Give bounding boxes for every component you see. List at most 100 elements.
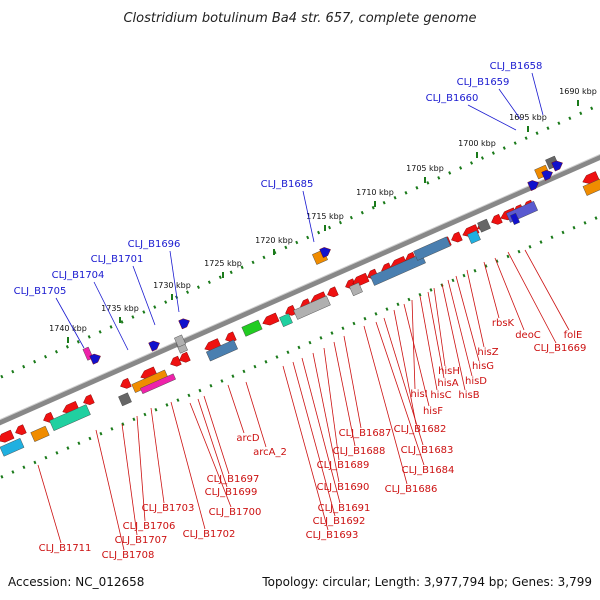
lower-gene-label: CLJ_B1707 xyxy=(115,535,168,546)
lower-gene-label: arcD xyxy=(236,433,260,444)
gene-feature-block xyxy=(49,404,91,432)
lower-leader-line xyxy=(170,401,206,530)
gene-feature-arrow xyxy=(179,351,191,363)
lower-gene-label: deoC xyxy=(515,330,541,341)
lower-leader-line xyxy=(411,299,416,390)
lower-leader-line xyxy=(150,407,165,504)
upper-leader-line xyxy=(531,72,544,116)
lower-leader-line xyxy=(466,269,485,348)
lower-gene-label: rbsK xyxy=(492,318,515,329)
upper-leader-line xyxy=(467,104,517,131)
upper-leader-line xyxy=(93,281,129,351)
gene-feature-block xyxy=(413,236,451,261)
gene-feature-arrow xyxy=(15,424,27,436)
kbp-label: 1700 kbp xyxy=(458,139,496,148)
map-title: Clostridium botulinum Ba4 str. 657, comp… xyxy=(123,11,476,26)
lower-gene-label: CLJ_B1690 xyxy=(317,482,370,493)
lower-leader-line xyxy=(403,303,430,407)
lower-leader-line xyxy=(433,287,446,367)
lower-gene-label: CLJ_B1708 xyxy=(102,550,155,561)
gene-feature-arrow xyxy=(148,340,160,352)
lower-gene-label: CLJ_B1693 xyxy=(306,530,359,541)
lower-leader-line xyxy=(427,291,445,379)
lower-gene-label: CLJ_B1699 xyxy=(205,487,258,498)
lower-leader-line xyxy=(441,283,466,391)
accession-text: Accession: NC_012658 xyxy=(8,575,144,589)
gene-feature-block xyxy=(30,425,50,442)
lower-gene-label: CLJ_B1692 xyxy=(313,516,366,527)
kbp-label: 1725 kbp xyxy=(204,259,242,268)
lower-leader-line xyxy=(333,341,356,447)
upper-leader-line xyxy=(132,265,156,326)
upper-gene-label: CLJ_B1660 xyxy=(426,93,479,104)
lower-leader-line xyxy=(483,261,500,319)
genome-backbone xyxy=(0,153,600,426)
lower-leader-line xyxy=(189,402,232,508)
kbp-label: 1730 kbp xyxy=(153,281,191,290)
lower-leader-line xyxy=(323,347,340,461)
gene-feature-block xyxy=(505,200,539,223)
lower-leader-line xyxy=(95,429,125,551)
gene-feature-block xyxy=(140,373,176,395)
lower-leader-line xyxy=(292,361,336,517)
lower-gene-label: hisH xyxy=(438,366,460,377)
gene-feature-arrow xyxy=(83,394,95,406)
genome-summary-text: Topology: circular; Length: 3,977,794 bp… xyxy=(261,575,592,589)
lower-gene-label: hisB xyxy=(458,390,479,401)
lower-gene-labels: folECLJ_B1669deoCrbsKhisZhisGhisDhisBhis… xyxy=(37,249,587,561)
gene-feature-arrow xyxy=(541,170,553,181)
gene-features xyxy=(0,155,600,457)
lower-gene-label: CLJ_B1682 xyxy=(394,424,447,435)
upper-dotted-track xyxy=(0,102,600,380)
lower-gene-label: CLJ_B1689 xyxy=(317,460,370,471)
gene-feature-arrow xyxy=(170,355,182,367)
gene-feature-block xyxy=(0,437,25,457)
upper-gene-label: CLJ_B1658 xyxy=(490,61,543,72)
lower-gene-label: hisF xyxy=(423,406,443,417)
backbone-highlight xyxy=(0,153,600,421)
upper-gene-label: CLJ_B1704 xyxy=(52,270,105,281)
gene-feature-block xyxy=(205,339,239,362)
lower-gene-label: CLJ_B1702 xyxy=(183,529,236,540)
lower-leader-line xyxy=(197,398,228,488)
upper-gene-label: CLJ_B1685 xyxy=(261,179,314,190)
upper-gene-label: CLJ_B1696 xyxy=(128,239,181,250)
kbp-label: 1720 kbp xyxy=(255,236,293,245)
kbp-label: 1695 kbp xyxy=(509,113,547,122)
lower-gene-label: CLJ_B1691 xyxy=(318,503,371,514)
gene-feature-arrow xyxy=(319,247,331,258)
gene-feature-block xyxy=(241,319,263,337)
lower-gene-label: hisI xyxy=(410,389,427,400)
upper-gene-label: CLJ_B1705 xyxy=(14,286,67,297)
gene-feature-block xyxy=(370,253,426,286)
gene-feature-arrow xyxy=(582,171,600,184)
lower-gene-label: CLJ_B1688 xyxy=(333,446,386,457)
gene-feature-block xyxy=(118,392,132,407)
lower-leader-line xyxy=(393,309,417,425)
lower-leader-line xyxy=(455,275,480,362)
lower-gene-label: arcA_2 xyxy=(253,447,287,458)
lower-leader-line xyxy=(383,317,424,446)
upper-gene-labels: CLJ_B1658 CLJ_B1659 CLJ_B1660 CLJ_B1685 CLJ_… xyxy=(14,61,544,351)
lower-dotted-track xyxy=(0,214,600,480)
gene-feature-arrow xyxy=(89,353,101,365)
gene-feature-block xyxy=(477,218,491,233)
gene-feature-block xyxy=(509,212,521,225)
lower-leader-line xyxy=(419,295,438,391)
upper-gene-label: CLJ_B1701 xyxy=(91,254,144,265)
lower-leader-line xyxy=(494,257,525,331)
gene-feature-arrow xyxy=(178,318,190,330)
lower-leader-line xyxy=(203,395,230,475)
kbp-label: 1740 kbp xyxy=(49,324,87,333)
upper-leader-line xyxy=(169,250,180,313)
lower-gene-label: CLJ_B1669 xyxy=(534,343,587,354)
gene-feature-block xyxy=(349,282,363,297)
lower-leader-line xyxy=(363,325,408,485)
gene-feature-arrow xyxy=(262,312,280,326)
lower-leader-line xyxy=(282,365,329,531)
gene-feature-arrow xyxy=(120,377,132,389)
gene-feature-arrow xyxy=(527,180,539,191)
lower-leader-line xyxy=(136,415,146,522)
upper-leader-line xyxy=(302,190,315,243)
